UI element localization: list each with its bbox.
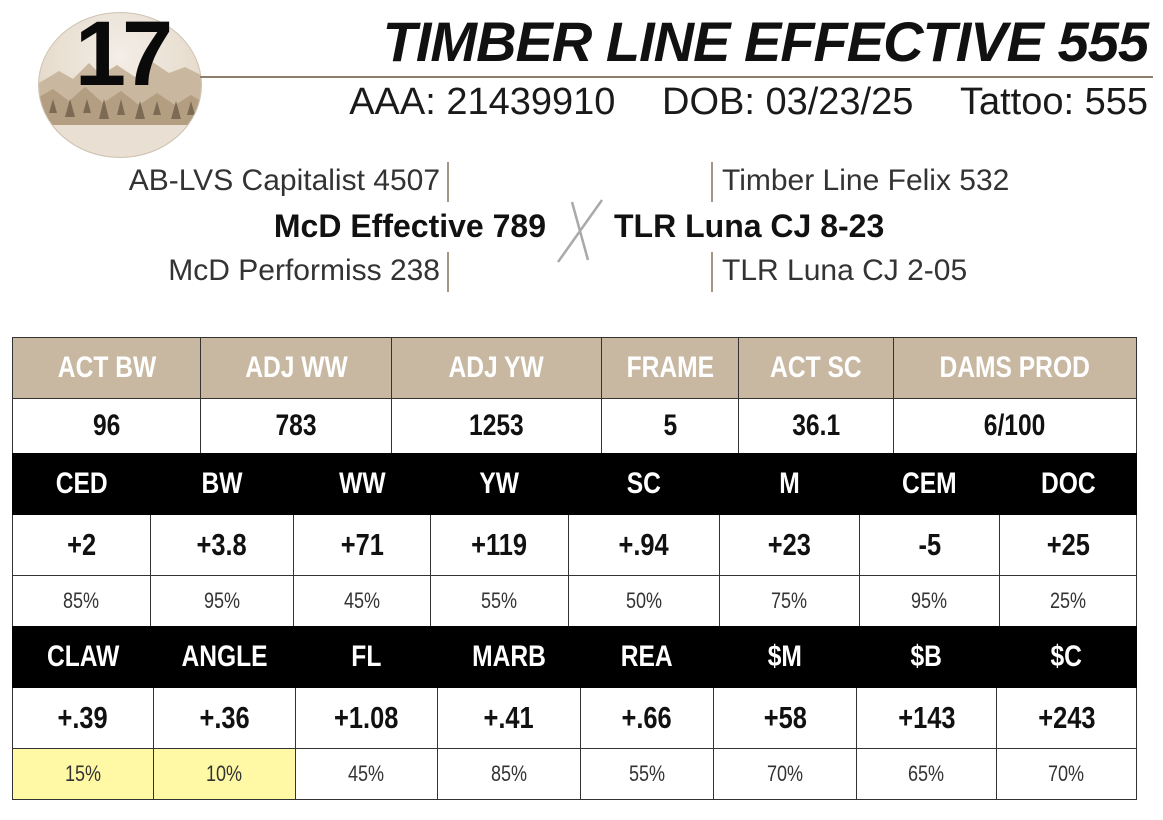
animal-name: TIMBER LINE EFFECTIVE 555 <box>382 10 1149 73</box>
epd-header-row: CLAW ANGLE FL MARB REA $M $B $C <box>12 626 1137 688</box>
pedigree-bar <box>447 162 449 202</box>
epd-value: +119 <box>430 514 569 576</box>
epd-value-row: +.39 +.36 +1.08 +.41 +.66 +58 +143 +243 <box>12 687 1137 749</box>
header-cell: ANGLE <box>153 626 296 688</box>
epd-value: +.66 <box>580 687 714 749</box>
pedigree-bar <box>711 252 713 292</box>
percentile: 85% <box>437 748 581 800</box>
percentile: 95% <box>150 575 294 627</box>
percentile: 45% <box>295 748 438 800</box>
header-cell: FL <box>295 626 438 688</box>
mountain-landscape-icon <box>39 61 201 157</box>
value-cell: 1253 <box>391 398 602 454</box>
lot-badge <box>38 12 202 158</box>
lot-number: 17 <box>74 3 173 105</box>
epd-value: +1.08 <box>295 687 438 749</box>
percentile: 55% <box>580 748 714 800</box>
header-cell: ACT SC <box>738 337 894 399</box>
dam-dam: TLR Luna CJ 2-05 <box>722 254 968 287</box>
header-cell: DOC <box>999 453 1137 515</box>
performance-table: ACT BW ADJ WW ADJ YW FRAME ACT SC DAMS P… <box>12 337 1137 454</box>
header-cell: ACT BW <box>12 337 201 399</box>
percentile: 45% <box>293 575 431 627</box>
header-cell: SC <box>568 453 720 515</box>
header-cell: YW <box>430 453 569 515</box>
epd-value: +71 <box>293 514 431 576</box>
epd-value: +143 <box>856 687 997 749</box>
epd-value: +.36 <box>153 687 296 749</box>
percentile: 85% <box>12 575 151 627</box>
epd-header-row: CED BW WW YW SC M CEM DOC <box>12 453 1137 515</box>
header-cell: BW <box>150 453 294 515</box>
performance-value-row: 96 783 1253 5 36.1 6/100 <box>12 398 1137 454</box>
epd-value: +23 <box>719 514 860 576</box>
sire: McD Effective 789 <box>273 208 546 244</box>
epd-value-row: +2 +3.8 +71 +119 +.94 +23 -5 +25 <box>12 514 1137 576</box>
header-cell: FRAME <box>601 337 739 399</box>
epd-value: +25 <box>999 514 1137 576</box>
percentile: 25% <box>999 575 1137 627</box>
pedigree-bar <box>711 162 713 202</box>
id-line: AAA: 21439910 DOB: 03/23/25 Tattoo: 555 <box>230 81 1148 124</box>
value-cell: 783 <box>200 398 392 454</box>
dam-sire: Timber Line Felix 532 <box>722 164 1010 197</box>
epd-value: +3.8 <box>150 514 294 576</box>
value-cell: 96 <box>12 398 201 454</box>
epd-value: +.39 <box>12 687 154 749</box>
tattoo: Tattoo: 555 <box>959 81 1148 123</box>
percentile: 65% <box>856 748 997 800</box>
pedigree-bar <box>447 252 449 292</box>
value-cell: 36.1 <box>738 398 894 454</box>
header-cell: DAMS PROD <box>893 337 1137 399</box>
percentile: 50% <box>568 575 720 627</box>
header-cell: REA <box>580 626 714 688</box>
value-cell: 6/100 <box>893 398 1137 454</box>
header-cell: CED <box>12 453 151 515</box>
sire-dam: McD Performiss 238 <box>168 254 440 287</box>
header-cell: WW <box>293 453 431 515</box>
percentile-highlighted: 10% <box>153 748 296 800</box>
sire-sire: AB-LVS Capitalist 4507 <box>128 164 440 197</box>
header-cell: ADJ WW <box>200 337 392 399</box>
percentile-highlighted: 15% <box>12 748 154 800</box>
cross-mark-icon <box>556 199 604 263</box>
header-cell: $B <box>856 626 997 688</box>
epd-value: -5 <box>859 514 1000 576</box>
epd-percentile-row: 15% 10% 45% 85% 55% 70% 65% 70% <box>12 748 1137 800</box>
percentile: 70% <box>713 748 857 800</box>
performance-header-row: ACT BW ADJ WW ADJ YW FRAME ACT SC DAMS P… <box>12 337 1137 399</box>
percentile: 55% <box>430 575 569 627</box>
header-cell: MARB <box>437 626 581 688</box>
epd-value: +.41 <box>437 687 581 749</box>
percentile: 95% <box>859 575 1000 627</box>
header-cell: $M <box>713 626 857 688</box>
title-rule <box>200 76 1153 78</box>
header-cell: CEM <box>859 453 1000 515</box>
epd-value: +243 <box>996 687 1137 749</box>
header-cell: M <box>719 453 860 515</box>
header-cell: $C <box>996 626 1137 688</box>
epd-value: +58 <box>713 687 857 749</box>
epd-percentile-row: 85% 95% 45% 55% 50% 75% 95% 25% <box>12 575 1137 627</box>
registration-number: AAA: 21439910 <box>349 81 616 123</box>
epd-table-growth: CED BW WW YW SC M CEM DOC +2 +3.8 +71 +1… <box>12 453 1137 627</box>
dam: TLR Luna CJ 8-23 <box>614 208 885 244</box>
header-cell: ADJ YW <box>391 337 602 399</box>
epd-value: +.94 <box>568 514 720 576</box>
value-cell: 5 <box>601 398 739 454</box>
header-cell: CLAW <box>12 626 154 688</box>
date-of-birth: DOB: 03/23/25 <box>662 81 914 123</box>
percentile: 75% <box>719 575 860 627</box>
percentile: 70% <box>996 748 1137 800</box>
epd-value: +2 <box>12 514 151 576</box>
epd-table-carcass: CLAW ANGLE FL MARB REA $M $B $C +.39 +.3… <box>12 626 1137 800</box>
